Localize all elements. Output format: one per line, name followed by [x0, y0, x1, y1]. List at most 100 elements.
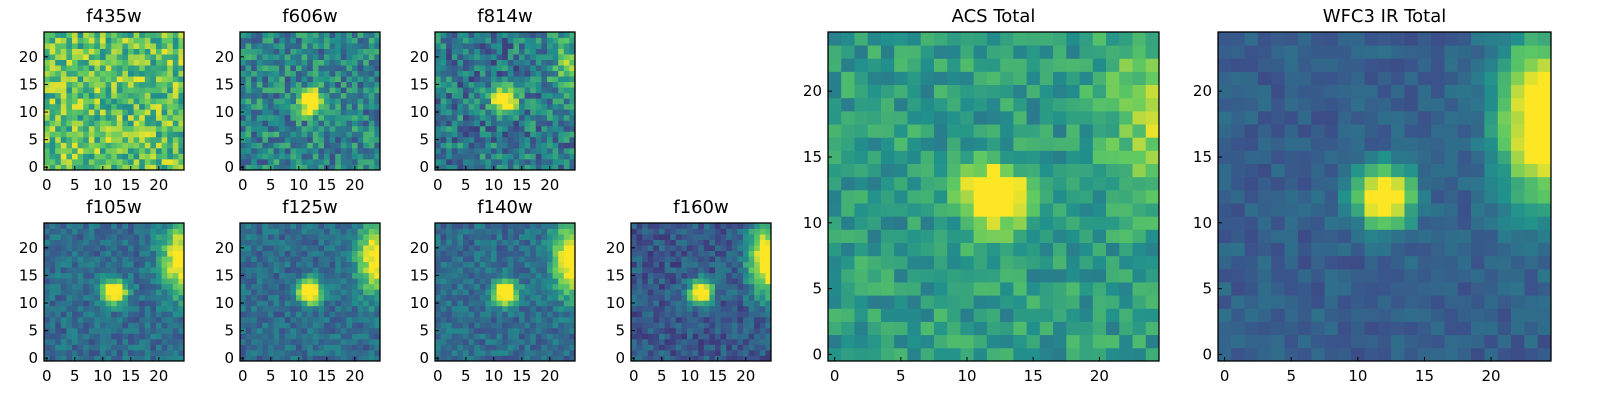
heatmap-cell [66, 92, 73, 99]
heatmap-cell [156, 305, 162, 312]
heatmap-cell [446, 81, 453, 88]
heatmap-cell [66, 239, 73, 246]
heatmap-cell [318, 98, 325, 105]
panel-acs-total: ACS Total 0 5 10 15 20 0 5 10 15 20 [803, 6, 1160, 385]
heatmap-cell [318, 103, 325, 110]
heatmap-cell [1066, 176, 1080, 191]
heatmap-cell [49, 70, 56, 77]
heatmap-cell [60, 125, 67, 132]
heatmap-cell [88, 81, 95, 88]
heatmap-cell [1013, 150, 1027, 164]
heatmap-cell [854, 124, 869, 138]
heatmap-cell [296, 322, 302, 329]
heatmap-cell [172, 125, 179, 132]
heatmap-cell [558, 125, 565, 132]
heatmap-cell [312, 54, 319, 60]
heatmap-cell [301, 70, 308, 77]
heatmap-cell [502, 103, 509, 110]
heatmap-cell [312, 305, 319, 312]
heatmap-cell [1145, 308, 1160, 322]
heatmap-cell [161, 87, 168, 94]
heatmap-cell [301, 223, 308, 229]
heatmap-cell [49, 81, 56, 88]
heatmap-cell [435, 322, 441, 329]
heatmap-cell [496, 87, 503, 94]
heatmap-cell [284, 327, 291, 334]
heatmap-cell [681, 245, 688, 251]
heatmap-cell [513, 289, 520, 296]
heatmap-cell [94, 70, 101, 77]
heatmap-cell [519, 142, 525, 149]
heatmap-cell [457, 81, 464, 88]
heatmap-cell [698, 349, 705, 356]
heatmap-cell [513, 272, 520, 279]
heatmap-cell [335, 316, 342, 323]
heatmap-cell [273, 76, 280, 83]
heatmap-cell [507, 153, 514, 160]
heatmap-cell [251, 37, 258, 44]
heatmap-cell [867, 137, 882, 151]
heatmap-cell [880, 176, 895, 191]
heatmap-cell [907, 124, 922, 138]
heatmap-cell [687, 228, 693, 235]
heatmap-cell [731, 272, 738, 279]
heatmap-cell [468, 87, 475, 94]
heatmap-cell [737, 234, 744, 240]
heatmap-cell [172, 142, 179, 149]
heatmap-cell [692, 283, 699, 290]
heatmap-cell [357, 272, 364, 279]
heatmap-cell [72, 245, 78, 251]
heatmap-cell [703, 300, 710, 307]
heatmap-cell [256, 333, 263, 340]
heatmap-cell [474, 114, 481, 121]
heatmap-cell [440, 305, 447, 312]
heatmap-cell [363, 245, 370, 251]
heatmap-cell [552, 76, 559, 83]
heatmap-cell [670, 311, 677, 318]
heatmap-cell [72, 272, 78, 279]
heatmap-cell [72, 234, 78, 240]
heatmap-cell [867, 347, 882, 362]
heatmap-cell [468, 300, 475, 307]
heatmap-cell [451, 65, 458, 72]
heatmap-cell [301, 120, 308, 127]
heatmap-cell [273, 228, 280, 235]
heatmap-cell [374, 43, 381, 49]
heatmap-cell [352, 37, 358, 44]
heatmap-cell [841, 268, 855, 283]
heatmap-cell [451, 316, 458, 323]
heatmap-cell [363, 239, 370, 246]
heatmap-cell [256, 65, 263, 72]
heatmap-cell [748, 223, 755, 229]
heatmap-cell [329, 120, 336, 127]
heatmap-cell [502, 147, 509, 154]
heatmap-cell [340, 43, 347, 49]
heatmap-cell [374, 125, 381, 132]
heatmap-cell [352, 278, 358, 285]
x-tick-label: 0 [629, 367, 639, 385]
heatmap-cell [144, 120, 151, 127]
heatmap-cell [485, 294, 492, 301]
heatmap-cell [947, 268, 961, 283]
heatmap-cell [468, 294, 475, 301]
heatmap-cell [368, 125, 375, 132]
heatmap-cell [273, 37, 280, 44]
heatmap-cell [318, 76, 325, 83]
heatmap-cell [161, 153, 168, 160]
plot-frame [43, 31, 185, 171]
heatmap-cell [474, 256, 481, 263]
heatmap-cell [273, 333, 280, 340]
heatmap-cell [1145, 150, 1160, 164]
heatmap-cell [156, 338, 162, 345]
heatmap-cell [273, 147, 280, 154]
heatmap-cell [759, 349, 766, 356]
heatmap-cell [547, 109, 553, 116]
heatmap-cell [368, 32, 375, 38]
heatmap-cell [440, 261, 447, 268]
heatmap-cell [55, 305, 62, 312]
heatmap-cell [703, 333, 710, 340]
heatmap-cell [144, 48, 151, 55]
heatmap-cell [1092, 282, 1107, 296]
heatmap-cell [491, 37, 497, 44]
heatmap-cell [128, 114, 134, 121]
